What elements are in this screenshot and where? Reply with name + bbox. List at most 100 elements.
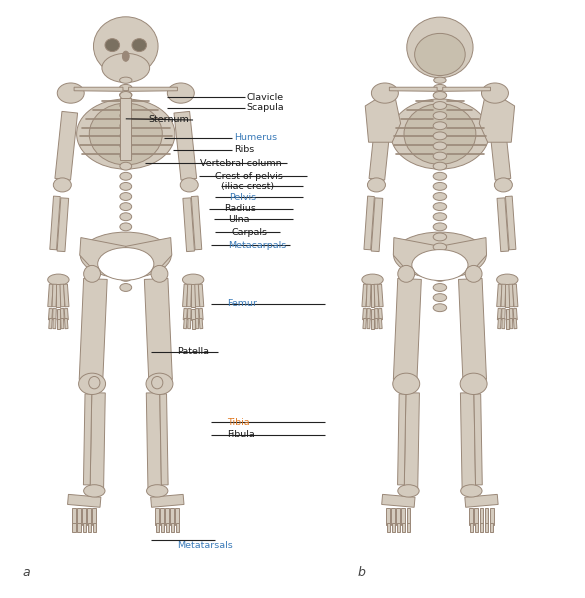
Polygon shape (77, 508, 81, 525)
Ellipse shape (152, 377, 163, 389)
Polygon shape (367, 319, 370, 329)
Polygon shape (497, 284, 502, 307)
Polygon shape (498, 318, 501, 329)
Polygon shape (371, 309, 374, 320)
Polygon shape (191, 284, 195, 307)
Polygon shape (57, 319, 60, 329)
Ellipse shape (433, 283, 447, 291)
Ellipse shape (481, 83, 508, 103)
Ellipse shape (120, 172, 132, 180)
Polygon shape (191, 309, 195, 320)
Polygon shape (188, 319, 191, 329)
Ellipse shape (119, 77, 132, 83)
Polygon shape (364, 196, 374, 250)
Polygon shape (192, 319, 195, 329)
Polygon shape (198, 284, 204, 307)
Polygon shape (166, 508, 169, 525)
Ellipse shape (48, 274, 69, 285)
Polygon shape (53, 309, 56, 320)
Polygon shape (369, 111, 392, 180)
Text: Carpals: Carpals (231, 228, 267, 237)
Polygon shape (88, 523, 91, 532)
Ellipse shape (412, 249, 468, 280)
Polygon shape (514, 318, 517, 329)
Ellipse shape (461, 485, 482, 497)
Polygon shape (166, 523, 169, 532)
Ellipse shape (433, 91, 446, 98)
Polygon shape (393, 279, 421, 380)
Text: Ulna: Ulna (228, 215, 250, 224)
Ellipse shape (77, 99, 175, 169)
Polygon shape (64, 284, 69, 307)
Polygon shape (510, 309, 513, 320)
Ellipse shape (433, 152, 447, 160)
Polygon shape (401, 508, 405, 525)
Polygon shape (490, 523, 493, 532)
Polygon shape (497, 309, 501, 320)
Polygon shape (386, 508, 390, 525)
Ellipse shape (433, 193, 447, 200)
Polygon shape (50, 196, 60, 250)
Polygon shape (146, 393, 161, 489)
Text: Fibula: Fibula (227, 430, 254, 439)
Polygon shape (195, 319, 199, 329)
Polygon shape (469, 508, 473, 525)
Polygon shape (73, 523, 76, 532)
Ellipse shape (415, 33, 465, 75)
Polygon shape (374, 309, 378, 320)
Polygon shape (488, 111, 511, 180)
Text: (iliac crest): (iliac crest) (221, 182, 274, 191)
Ellipse shape (120, 273, 132, 281)
Polygon shape (459, 279, 487, 380)
Ellipse shape (433, 172, 447, 180)
Polygon shape (397, 523, 400, 532)
Polygon shape (199, 309, 203, 320)
Ellipse shape (398, 485, 419, 497)
Polygon shape (485, 523, 488, 532)
Ellipse shape (80, 232, 171, 278)
Polygon shape (56, 284, 60, 307)
Polygon shape (460, 393, 476, 489)
Polygon shape (176, 508, 180, 525)
Ellipse shape (404, 103, 476, 164)
Ellipse shape (407, 17, 473, 78)
Polygon shape (49, 318, 52, 329)
Polygon shape (174, 111, 197, 180)
Polygon shape (199, 318, 203, 329)
Text: Scapula: Scapula (247, 103, 284, 112)
Text: Crest of pelvis: Crest of pelvis (215, 172, 283, 181)
Polygon shape (479, 89, 515, 142)
Polygon shape (64, 318, 68, 329)
Ellipse shape (362, 274, 383, 285)
Polygon shape (170, 508, 174, 525)
Polygon shape (57, 198, 68, 252)
Ellipse shape (98, 248, 154, 280)
Polygon shape (67, 495, 101, 507)
Polygon shape (160, 508, 164, 525)
Polygon shape (509, 284, 514, 307)
Polygon shape (474, 394, 482, 485)
Polygon shape (363, 318, 366, 329)
Ellipse shape (105, 39, 119, 51)
Ellipse shape (183, 274, 204, 285)
Ellipse shape (433, 253, 447, 261)
Ellipse shape (120, 122, 132, 130)
Ellipse shape (497, 274, 518, 285)
Ellipse shape (120, 243, 132, 251)
Ellipse shape (433, 213, 447, 221)
Polygon shape (61, 319, 64, 329)
Polygon shape (77, 523, 81, 532)
Ellipse shape (132, 39, 147, 51)
Ellipse shape (393, 373, 419, 395)
Ellipse shape (120, 112, 132, 120)
Polygon shape (74, 87, 123, 91)
Text: Radius: Radius (224, 205, 256, 213)
Text: Pelvis: Pelvis (229, 193, 256, 202)
Polygon shape (92, 523, 96, 532)
Text: Metacarpals: Metacarpals (228, 240, 287, 250)
Polygon shape (501, 284, 506, 307)
Text: a: a (22, 566, 30, 579)
Polygon shape (513, 309, 517, 320)
Polygon shape (402, 523, 405, 532)
Polygon shape (191, 196, 202, 250)
